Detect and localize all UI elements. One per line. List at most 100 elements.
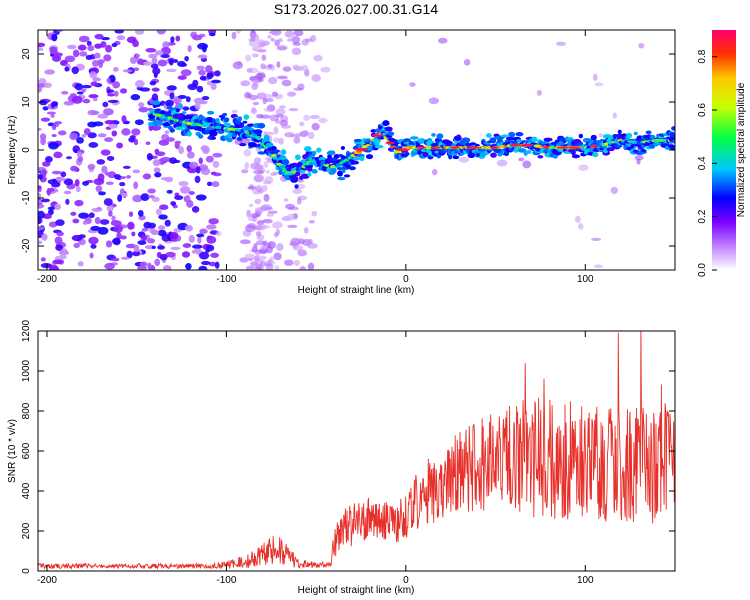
heatmap-cell — [186, 145, 192, 153]
heatmap-cell — [307, 242, 318, 249]
heatmap-cell — [290, 240, 298, 246]
ridge-cell — [210, 136, 217, 140]
heatmap-cell — [51, 123, 57, 131]
heatmap-cell — [78, 212, 90, 219]
heatmap-cell — [310, 34, 317, 43]
heatmap-cell — [96, 159, 106, 165]
heatmap-cell — [181, 251, 191, 258]
ridge-cell — [307, 171, 312, 177]
heatmap-cell — [409, 82, 416, 87]
heatmap-cell — [198, 164, 209, 171]
ridge-cell — [359, 155, 365, 162]
heatmap-cell — [130, 56, 137, 64]
heatmap-cell — [93, 178, 105, 186]
colorbar-tick-label: 0.4 — [697, 156, 708, 170]
heatmap-cell — [255, 39, 266, 48]
heatmap-cell — [175, 35, 181, 42]
heatmap-cell — [78, 35, 90, 43]
ridge-cell — [405, 152, 410, 156]
ridge-cell — [365, 154, 374, 160]
ridge-cell — [617, 129, 622, 135]
heatmap-cell — [151, 57, 158, 64]
heatmap-cell — [77, 261, 84, 267]
ridge-cell — [257, 122, 266, 129]
heatmap-cell — [54, 203, 62, 211]
heatmap-cell — [38, 47, 44, 51]
heatmap-cell — [197, 54, 208, 59]
heatmap-cell — [100, 149, 111, 156]
heatmap-cell — [292, 244, 304, 251]
ridge-cell — [169, 128, 175, 133]
ridge-cell — [409, 136, 419, 140]
heatmap-cell — [610, 186, 618, 195]
heatmap-cell — [276, 61, 281, 68]
heatmap-cell — [165, 251, 176, 258]
ridge-cell — [590, 134, 597, 141]
snr-xlabel: Height of straight line (km) — [298, 585, 415, 596]
heatmap-cell — [165, 99, 174, 107]
heatmap-cell — [263, 161, 269, 168]
heatmap-cell — [300, 64, 309, 72]
heatmap-cell — [194, 248, 202, 254]
snr-ytick-label: 0 — [21, 568, 32, 574]
heatmap-cell — [88, 236, 99, 245]
heatmap-cell — [308, 220, 315, 224]
ridge-cell — [672, 139, 675, 144]
heatmap-cell — [578, 164, 589, 171]
heatmap-cell — [263, 107, 272, 112]
colorbar-ticks: 0.0 0.2 0.4 0.6 0.8 — [697, 49, 717, 277]
heatmap-cell — [270, 30, 280, 35]
colorbar-tick-label: 0.6 — [697, 103, 708, 117]
heatmap-cell — [192, 34, 203, 41]
ridge-cell — [278, 170, 283, 175]
heatmap-cell — [38, 185, 42, 190]
ridge-cell — [316, 147, 322, 153]
heatmap-cell — [202, 147, 209, 153]
heatmap-cell — [458, 156, 470, 163]
heatmap-cell — [168, 157, 177, 164]
heatmap-cell — [51, 170, 62, 175]
heatmap-cell — [154, 172, 162, 178]
heatmap-cell — [187, 45, 192, 53]
heatmap-cell — [199, 228, 208, 234]
ridge-cell — [181, 111, 187, 115]
heatmap-cell — [111, 257, 120, 262]
heatmap-cell — [196, 85, 204, 93]
ridge-peak-cell — [415, 146, 426, 149]
heatmap-cell — [256, 113, 264, 119]
ridge-cell — [242, 120, 248, 124]
spectrogram-ylabel: Frequency (Hz) — [7, 116, 18, 185]
heatmap-cell — [113, 67, 119, 72]
colorbar-tick-label: 0.8 — [697, 49, 708, 63]
heatmap-cell — [206, 235, 217, 244]
ridge-cell — [571, 150, 576, 156]
heatmap-cell — [147, 222, 157, 229]
ridge-cell — [324, 158, 330, 163]
heatmap-cell — [265, 263, 274, 270]
heatmap-cell — [285, 203, 296, 210]
heatmap-cell — [113, 173, 121, 180]
ridge-cell — [311, 169, 318, 174]
spectrogram-ytick-label: 10 — [21, 96, 32, 108]
heatmap-cell — [311, 74, 321, 82]
heatmap-cell — [90, 81, 98, 87]
heatmap-cell — [251, 263, 260, 270]
heatmap-cell — [120, 256, 131, 260]
heatmap-cell — [104, 137, 114, 143]
ridge-cell — [543, 137, 553, 142]
ridge-cell — [295, 171, 301, 177]
heatmap-cell — [71, 234, 83, 242]
heatmap-cell — [90, 225, 101, 231]
heatmap-cell — [254, 198, 262, 205]
heatmap-cell — [61, 90, 69, 95]
heatmap-cell — [157, 59, 168, 67]
heatmap-cell — [598, 133, 604, 138]
heatmap-cell — [246, 67, 253, 73]
heatmap-cell — [119, 88, 128, 94]
heatmap-cell — [263, 93, 275, 99]
heatmap-cell — [51, 33, 58, 42]
heatmap-cell — [174, 195, 184, 201]
heatmap-cell — [88, 142, 99, 148]
heatmap-cell — [38, 127, 42, 131]
